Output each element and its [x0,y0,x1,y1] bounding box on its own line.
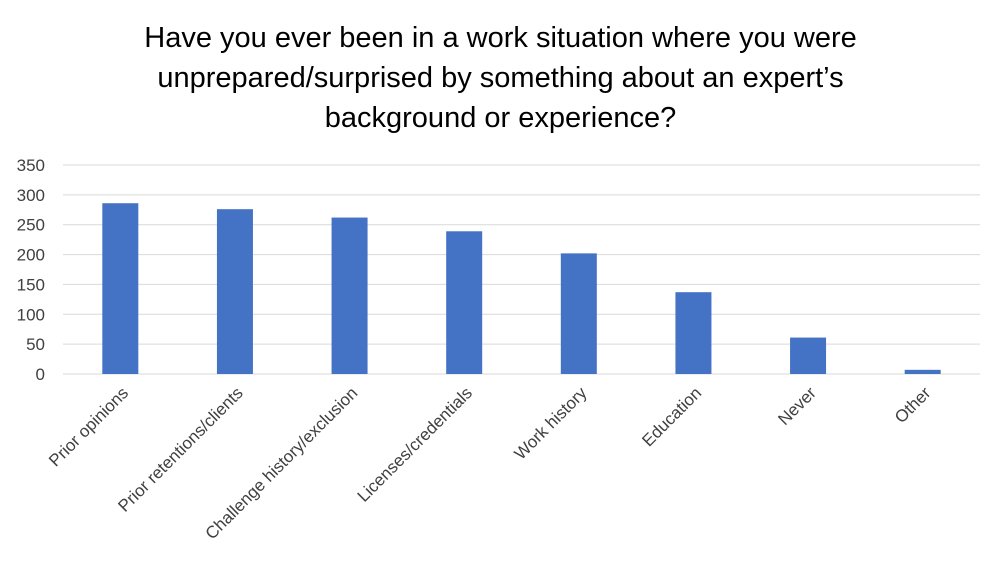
x-tick-label: Licenses/credentials [354,383,476,505]
bars [102,203,941,374]
x-tick-label: Other [891,383,935,427]
chart-title-line-2: unprepared/surprised by something about … [157,62,843,94]
x-tick-label: Prior opinions [45,383,132,470]
bar-prior-opinions [102,203,139,374]
y-tick-label: 300 [17,186,45,205]
bar-challenge-history-exclusion [331,217,368,374]
x-tick-label: Prior retentions/clients [114,383,246,515]
chart-title-line-1: Have you ever been in a work situation w… [144,22,857,54]
chart-title-line-3: background or experience? [325,102,676,134]
y-tick-label: 200 [17,246,45,265]
y-tick-label: 250 [17,216,45,235]
y-tick-label: 350 [17,156,45,175]
bar-education [675,292,712,374]
bar-other [904,369,941,374]
y-tick-label: 50 [26,335,45,354]
y-tick-label: 150 [17,275,45,294]
y-tick-label: 0 [36,365,45,384]
bar-prior-retentions-clients [216,209,253,374]
chart-title: Have you ever been in a work situation w… [144,22,857,134]
x-tick-label: Work history [511,383,591,463]
x-tick-label: Never [774,383,820,429]
gridlines [63,164,980,375]
x-tick-label: Education [638,383,705,450]
bar-never [790,337,827,374]
bar-work-history [560,253,597,374]
bar-licenses-credentials [446,231,483,374]
y-tick-label: 100 [17,305,45,324]
y-axis-tick-labels: 0 50 100 150 200 250 300 350 [17,156,45,384]
